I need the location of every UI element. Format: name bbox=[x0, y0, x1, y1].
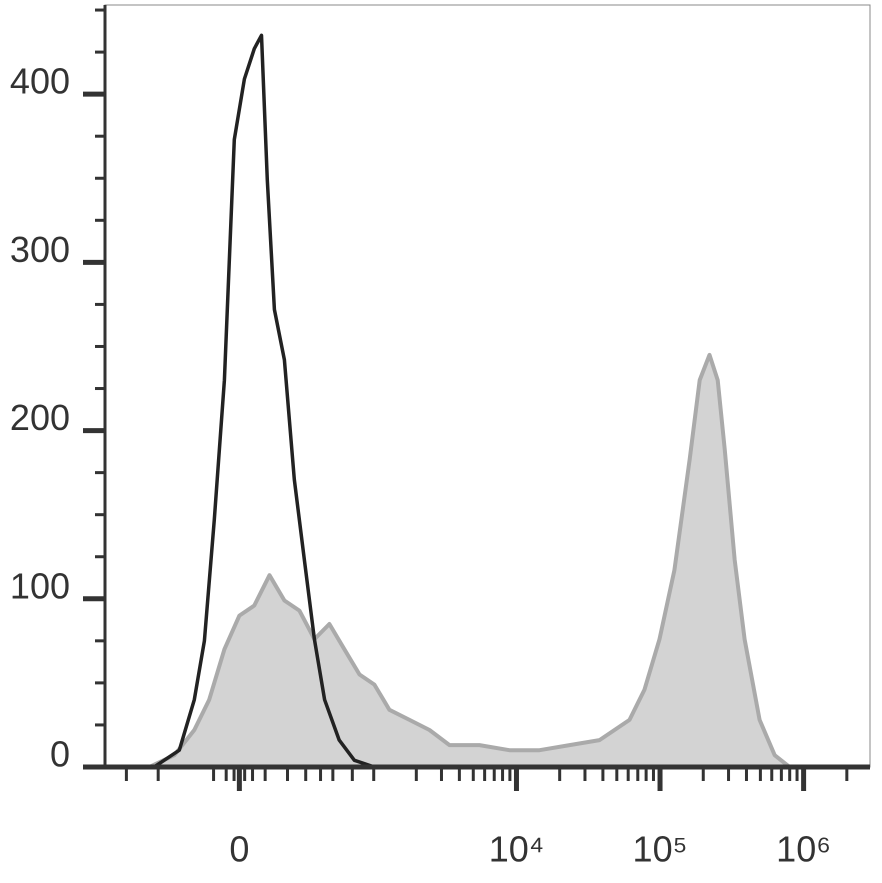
plot-frame bbox=[104, 4, 871, 768]
x-tick-label: 10⁶ bbox=[776, 829, 831, 870]
y-tick-label: 400 bbox=[10, 61, 70, 102]
x-tick-label: 10⁵ bbox=[633, 829, 688, 870]
series-line bbox=[153, 33, 400, 769]
x-tick-label: 10⁴ bbox=[489, 829, 545, 870]
y-tick-label: 300 bbox=[10, 229, 70, 270]
y-tick-label: 0 bbox=[50, 734, 70, 775]
area-fill bbox=[149, 354, 800, 767]
y-tick-label: 200 bbox=[10, 397, 70, 438]
series-line bbox=[148, 352, 800, 769]
x-tick-label: 0 bbox=[229, 829, 249, 870]
y-tick-label: 100 bbox=[10, 565, 70, 606]
